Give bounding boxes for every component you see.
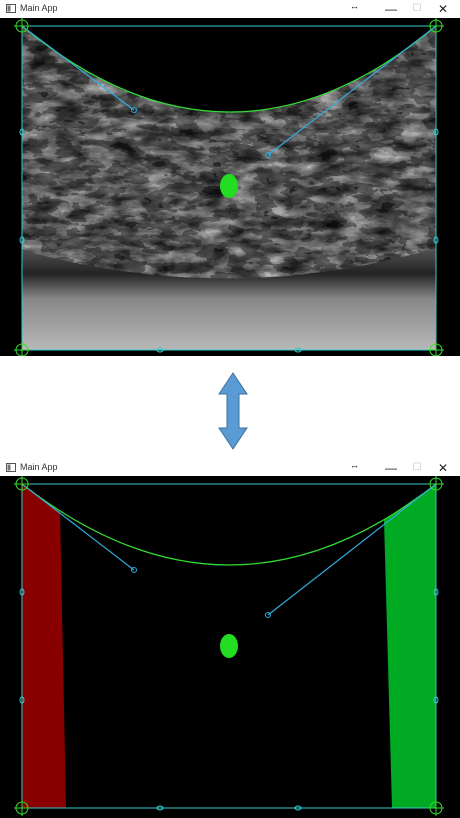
center-control-dot[interactable]	[220, 174, 238, 198]
top-titlebar[interactable]: Main App ↔ — ☐ ✕	[0, 0, 460, 18]
right-edge-point-upper[interactable]	[433, 128, 439, 136]
corner-handle-top-left[interactable]	[14, 18, 30, 34]
bottom-edge-point-left[interactable]	[156, 805, 164, 811]
left-handle-point[interactable]	[131, 567, 137, 573]
right-handle-line	[267, 25, 437, 156]
right-handle-point[interactable]	[265, 612, 271, 618]
top-canvas[interactable]	[0, 18, 460, 356]
right-edge-point-lower[interactable]	[433, 236, 439, 244]
window-title: Main App	[20, 3, 58, 13]
maximize-button[interactable]: ☐	[412, 3, 422, 14]
right-edge-point-lower[interactable]	[433, 696, 439, 704]
minimize-button[interactable]: —	[385, 461, 397, 475]
corner-handle-top-left[interactable]	[14, 476, 30, 492]
corner-handle-top-right[interactable]	[428, 18, 444, 34]
top-window: Main App ↔ — ☐ ✕	[0, 0, 460, 356]
warp-curve	[21, 25, 437, 113]
left-edge-point-upper[interactable]	[19, 128, 25, 136]
double-headed-vertical-arrow-icon	[218, 372, 248, 450]
app-window-icon	[6, 4, 16, 13]
bottom-edge-point-right[interactable]	[294, 347, 302, 353]
maximize-button[interactable]: ☐	[412, 462, 422, 473]
left-edge-point-upper[interactable]	[19, 588, 25, 596]
app-window-icon	[6, 463, 16, 472]
left-edge-point-lower[interactable]	[19, 696, 25, 704]
right-green-region	[384, 484, 436, 808]
right-edge-point-upper[interactable]	[433, 588, 439, 596]
warp-frame	[21, 483, 437, 809]
left-red-region	[22, 484, 66, 808]
warp-curve	[21, 483, 437, 566]
resize-glyph: ↔	[350, 460, 359, 470]
center-control-dot[interactable]	[220, 634, 238, 658]
bottom-edge-point-right[interactable]	[294, 805, 302, 811]
window-title: Main App	[20, 462, 58, 472]
corner-handle-bottom-right[interactable]	[428, 800, 444, 816]
left-handle-point[interactable]	[131, 107, 137, 113]
corner-handle-bottom-right[interactable]	[428, 342, 444, 356]
left-edge-point-lower[interactable]	[19, 236, 25, 244]
bottom-window: Main App ↔ — ☐ ✕	[0, 459, 460, 818]
right-handle-line	[267, 483, 437, 616]
resize-glyph: ↔	[350, 1, 359, 11]
left-handle-line	[21, 483, 135, 571]
corner-handle-bottom-left[interactable]	[14, 342, 30, 356]
left-handle-line	[21, 25, 135, 111]
minimize-button[interactable]: —	[385, 2, 397, 16]
bottom-canvas[interactable]	[0, 476, 460, 818]
warp-frame	[21, 25, 437, 351]
close-button[interactable]: ✕	[437, 2, 449, 16]
bottom-edge-point-left[interactable]	[156, 347, 164, 353]
bottom-titlebar[interactable]: Main App ↔ — ☐ ✕	[0, 459, 460, 477]
corner-handle-bottom-left[interactable]	[14, 800, 30, 816]
right-handle-point[interactable]	[265, 152, 271, 158]
close-button[interactable]: ✕	[437, 461, 449, 475]
corner-handle-top-right[interactable]	[428, 476, 444, 492]
